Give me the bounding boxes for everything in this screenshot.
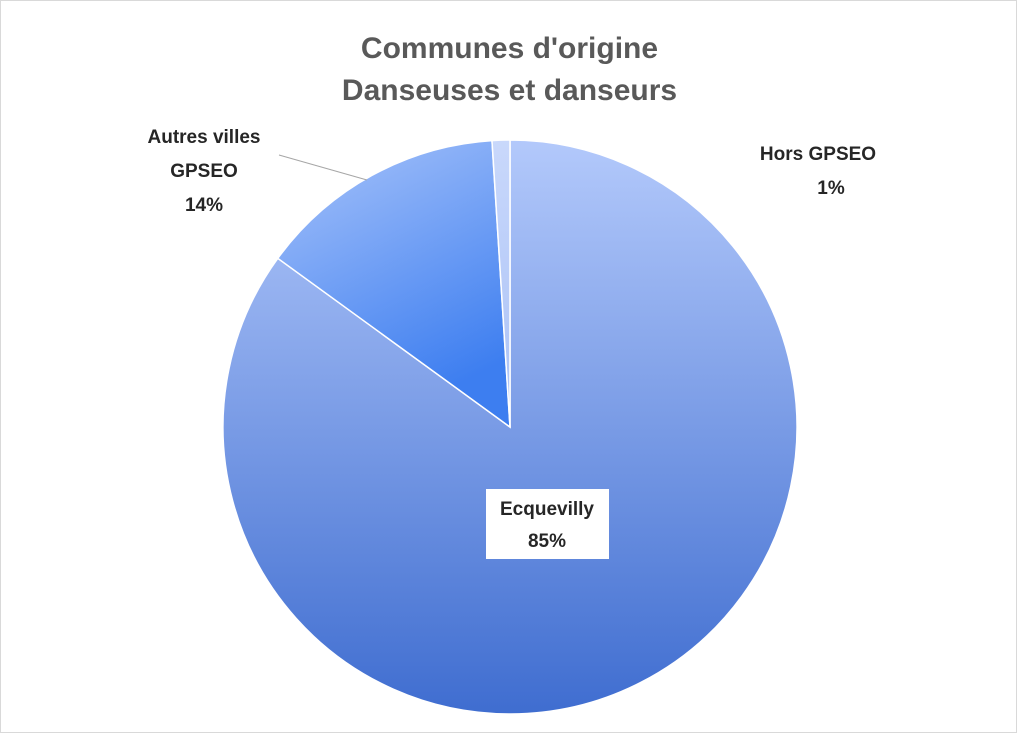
- leader-line-autres: [278, 154, 368, 181]
- label-autres-line2: GPSEO: [170, 161, 238, 182]
- slice-autres-villes-gpseo: [276, 139, 511, 429]
- chart-title: Communes d'origine: [360, 32, 659, 65]
- label-autres-line1: Autres villes: [148, 127, 261, 148]
- label-autres-pct: 14%: [185, 195, 223, 216]
- chart-subtitle: Danseuses et danseurs: [341, 74, 678, 107]
- label-hors-pct: 1%: [817, 178, 845, 199]
- label-ecquevilly-pct: 85%: [528, 531, 566, 552]
- label-box-ecquevilly: [486, 489, 609, 559]
- label-hors-name: Hors GPSEO: [760, 144, 876, 165]
- slice-hors-gpseo: [491, 139, 511, 428]
- label-ecquevilly-name: Ecquevilly: [500, 499, 594, 520]
